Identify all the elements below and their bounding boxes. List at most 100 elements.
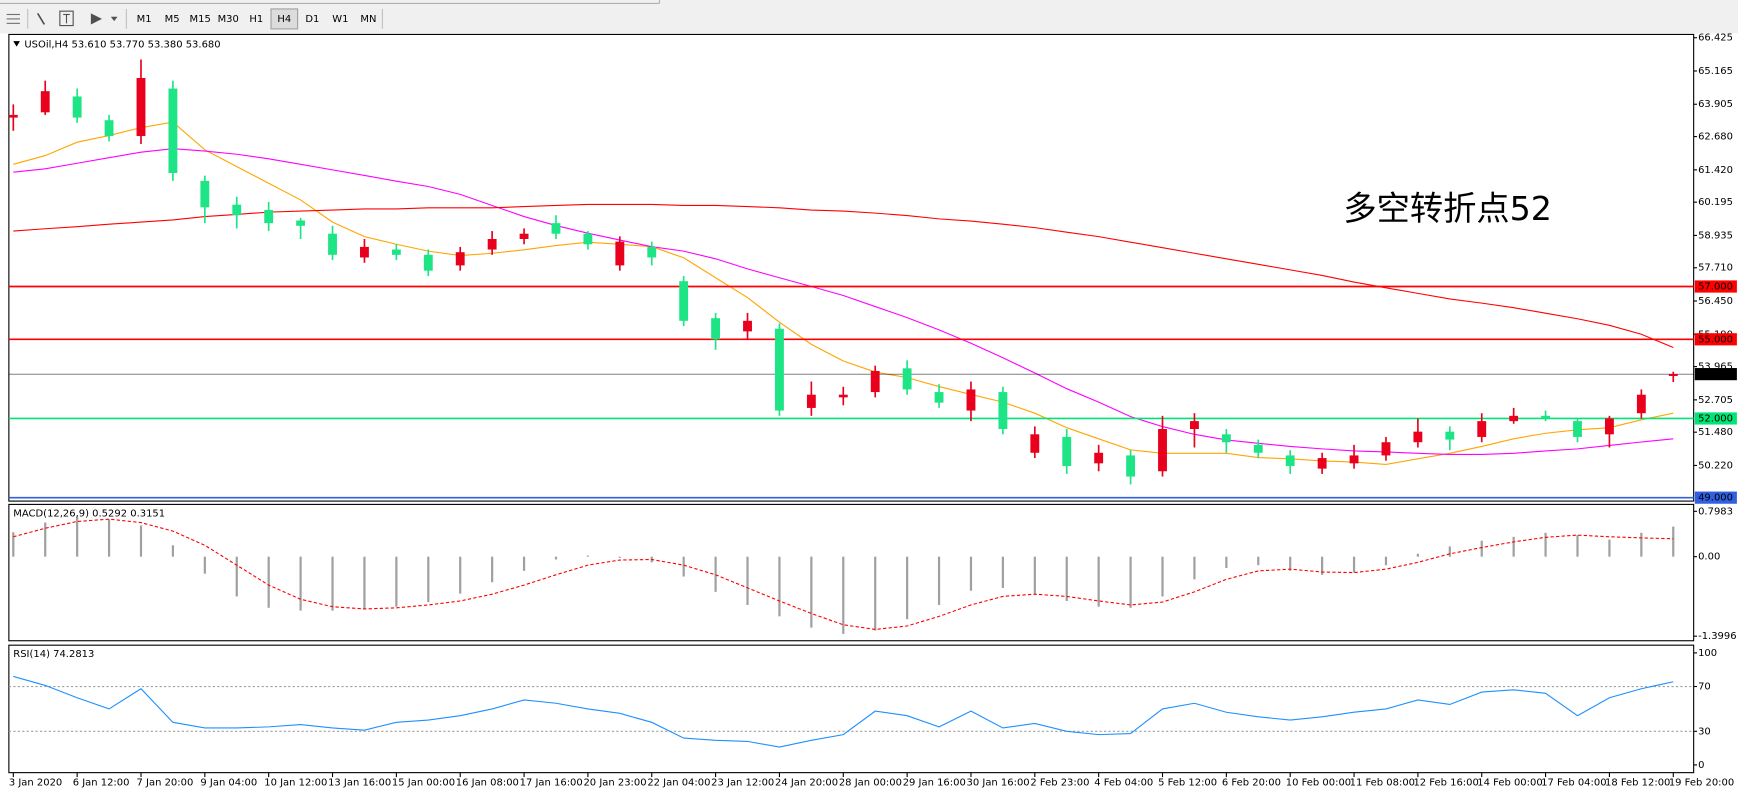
x-tick-label: 17 Feb 04:00 bbox=[1541, 778, 1606, 789]
candle-body bbox=[40, 91, 50, 113]
candle-body bbox=[232, 204, 242, 216]
toolbar: M1 M5 M15 M30 H1 H4 D1 W1 MN bbox=[0, 0, 1738, 34]
active-button bbox=[270, 8, 299, 30]
x-tick-label: 16 Jan 08:00 bbox=[456, 778, 519, 789]
y-tick-label: 57.710 bbox=[1698, 263, 1733, 274]
y-tick-label: 66.425 bbox=[1698, 33, 1733, 44]
candle-body bbox=[487, 238, 497, 250]
timeframe-button[interactable]: D1 bbox=[305, 14, 319, 25]
x-tick-label: 29 Jan 16:00 bbox=[903, 778, 966, 789]
candle-body bbox=[934, 392, 944, 403]
level-label-box bbox=[1694, 280, 1737, 293]
candle-body bbox=[806, 394, 816, 408]
timeframe-button[interactable]: H1 bbox=[249, 14, 263, 25]
candle-body bbox=[391, 249, 401, 255]
annotation: 多空转折点52 bbox=[1343, 189, 1552, 228]
candle-body bbox=[296, 220, 306, 226]
y-tick-label: 61.420 bbox=[1698, 165, 1733, 176]
timeframe-button[interactable]: M1 bbox=[137, 14, 152, 25]
x-tick-label: 3 Jan 2020 bbox=[9, 778, 62, 789]
text-tool[interactable] bbox=[59, 10, 74, 27]
candle-body bbox=[1126, 455, 1136, 477]
y-tick-label: 60.195 bbox=[1698, 197, 1733, 208]
x-tick-label: 30 Jan 16:00 bbox=[967, 778, 1030, 789]
timeframe-button[interactable]: W1 bbox=[332, 14, 348, 25]
candle-body bbox=[902, 368, 912, 390]
candle-body bbox=[1381, 442, 1391, 456]
level-label: 52.000 bbox=[1698, 413, 1733, 424]
x-tick-label: 4 Feb 04:00 bbox=[1094, 778, 1153, 789]
candle-body bbox=[423, 254, 433, 271]
x-tick-label: 23 Jan 12:00 bbox=[711, 778, 774, 789]
x-tick-label: 18 Feb 12:00 bbox=[1605, 778, 1670, 789]
candle-body bbox=[1253, 444, 1263, 453]
y-tick-label: 0.00 bbox=[1698, 552, 1720, 563]
level-label: 49.000 bbox=[1698, 493, 1733, 504]
moving-average bbox=[13, 148, 1674, 455]
x-tick-label: 15 Jan 00:00 bbox=[392, 778, 455, 789]
x-tick-label: 17 Jan 16:00 bbox=[520, 778, 583, 789]
level-label-box bbox=[1694, 333, 1737, 346]
x-tick-label: 9 Jan 04:00 bbox=[200, 778, 257, 789]
y-tick-label: 0 bbox=[1698, 760, 1704, 771]
moving-average bbox=[13, 121, 1674, 465]
candle-body bbox=[1668, 374, 1678, 376]
y-tick-label: 58.935 bbox=[1698, 230, 1733, 241]
x-tick-label: 24 Jan 20:00 bbox=[775, 778, 838, 789]
candle-body bbox=[743, 320, 752, 332]
y-tick-label: 100 bbox=[1698, 648, 1717, 659]
x-tick-label: 22 Jan 04:00 bbox=[647, 778, 710, 789]
candle-body bbox=[1189, 421, 1199, 430]
y-tick-label: 50.220 bbox=[1698, 460, 1733, 471]
candle-body bbox=[1509, 415, 1519, 422]
candle-body bbox=[679, 281, 689, 321]
timeframe-button[interactable]: MN bbox=[360, 14, 376, 25]
candle-body bbox=[551, 223, 561, 234]
level-label-box bbox=[1694, 491, 1737, 504]
candle-body bbox=[1573, 421, 1582, 437]
candle-body bbox=[1158, 429, 1167, 472]
candle-body bbox=[104, 120, 114, 137]
rsi-title: RSI(14) 74.2813 bbox=[13, 649, 94, 660]
x-tick-label: 11 Feb 08:00 bbox=[1350, 778, 1415, 789]
y-tick-label: 56.450 bbox=[1698, 296, 1733, 307]
collapse-arrow[interactable] bbox=[13, 41, 20, 47]
timeframe-button[interactable]: M15 bbox=[190, 14, 211, 25]
timeframe-button[interactable]: H4 bbox=[277, 14, 291, 25]
y-tick-label: 53.965 bbox=[1698, 362, 1733, 373]
rsi-line bbox=[13, 675, 1674, 748]
candle-body bbox=[1349, 455, 1359, 464]
x-tick-label: 5 Feb 12:00 bbox=[1158, 778, 1217, 789]
candle-body bbox=[519, 233, 529, 239]
macd-title: MACD(12,26,9) 0.5292 0.3151 bbox=[13, 508, 165, 519]
timeframe-button[interactable]: M5 bbox=[165, 14, 180, 25]
candle-body bbox=[1445, 431, 1455, 440]
candle-body bbox=[838, 394, 848, 398]
candle-body bbox=[711, 318, 721, 340]
x-tick-label: 10 Jan 12:00 bbox=[264, 778, 327, 789]
x-tick-label: 14 Feb 00:00 bbox=[1477, 778, 1542, 789]
x-tick-label: 13 Jan 16:00 bbox=[328, 778, 391, 789]
y-tick-label: 63.905 bbox=[1698, 99, 1733, 110]
grid-icon[interactable] bbox=[6, 13, 20, 24]
candle-body bbox=[583, 233, 593, 245]
x-tick-label: 28 Jan 00:00 bbox=[839, 778, 902, 789]
y-tick-label: -1.3996 bbox=[1698, 631, 1736, 642]
candle-body bbox=[72, 96, 82, 118]
candle-body bbox=[615, 241, 625, 266]
candle-body bbox=[1030, 434, 1040, 453]
timeframe-button[interactable]: M30 bbox=[218, 14, 239, 25]
candle-body bbox=[870, 370, 880, 393]
rsi-panel bbox=[8, 644, 1695, 774]
y-tick-label: 62.680 bbox=[1698, 132, 1733, 143]
candle-body bbox=[136, 77, 146, 137]
objects-tool[interactable] bbox=[90, 13, 118, 25]
y-tick-label: 30 bbox=[1698, 726, 1711, 737]
candle-body bbox=[1604, 418, 1614, 435]
price-panel bbox=[8, 33, 1695, 502]
candle-body bbox=[168, 88, 178, 174]
level-label-box bbox=[1694, 412, 1737, 425]
candle-body bbox=[1221, 434, 1231, 443]
candle-body bbox=[1541, 415, 1551, 419]
line-tool[interactable] bbox=[36, 12, 46, 25]
